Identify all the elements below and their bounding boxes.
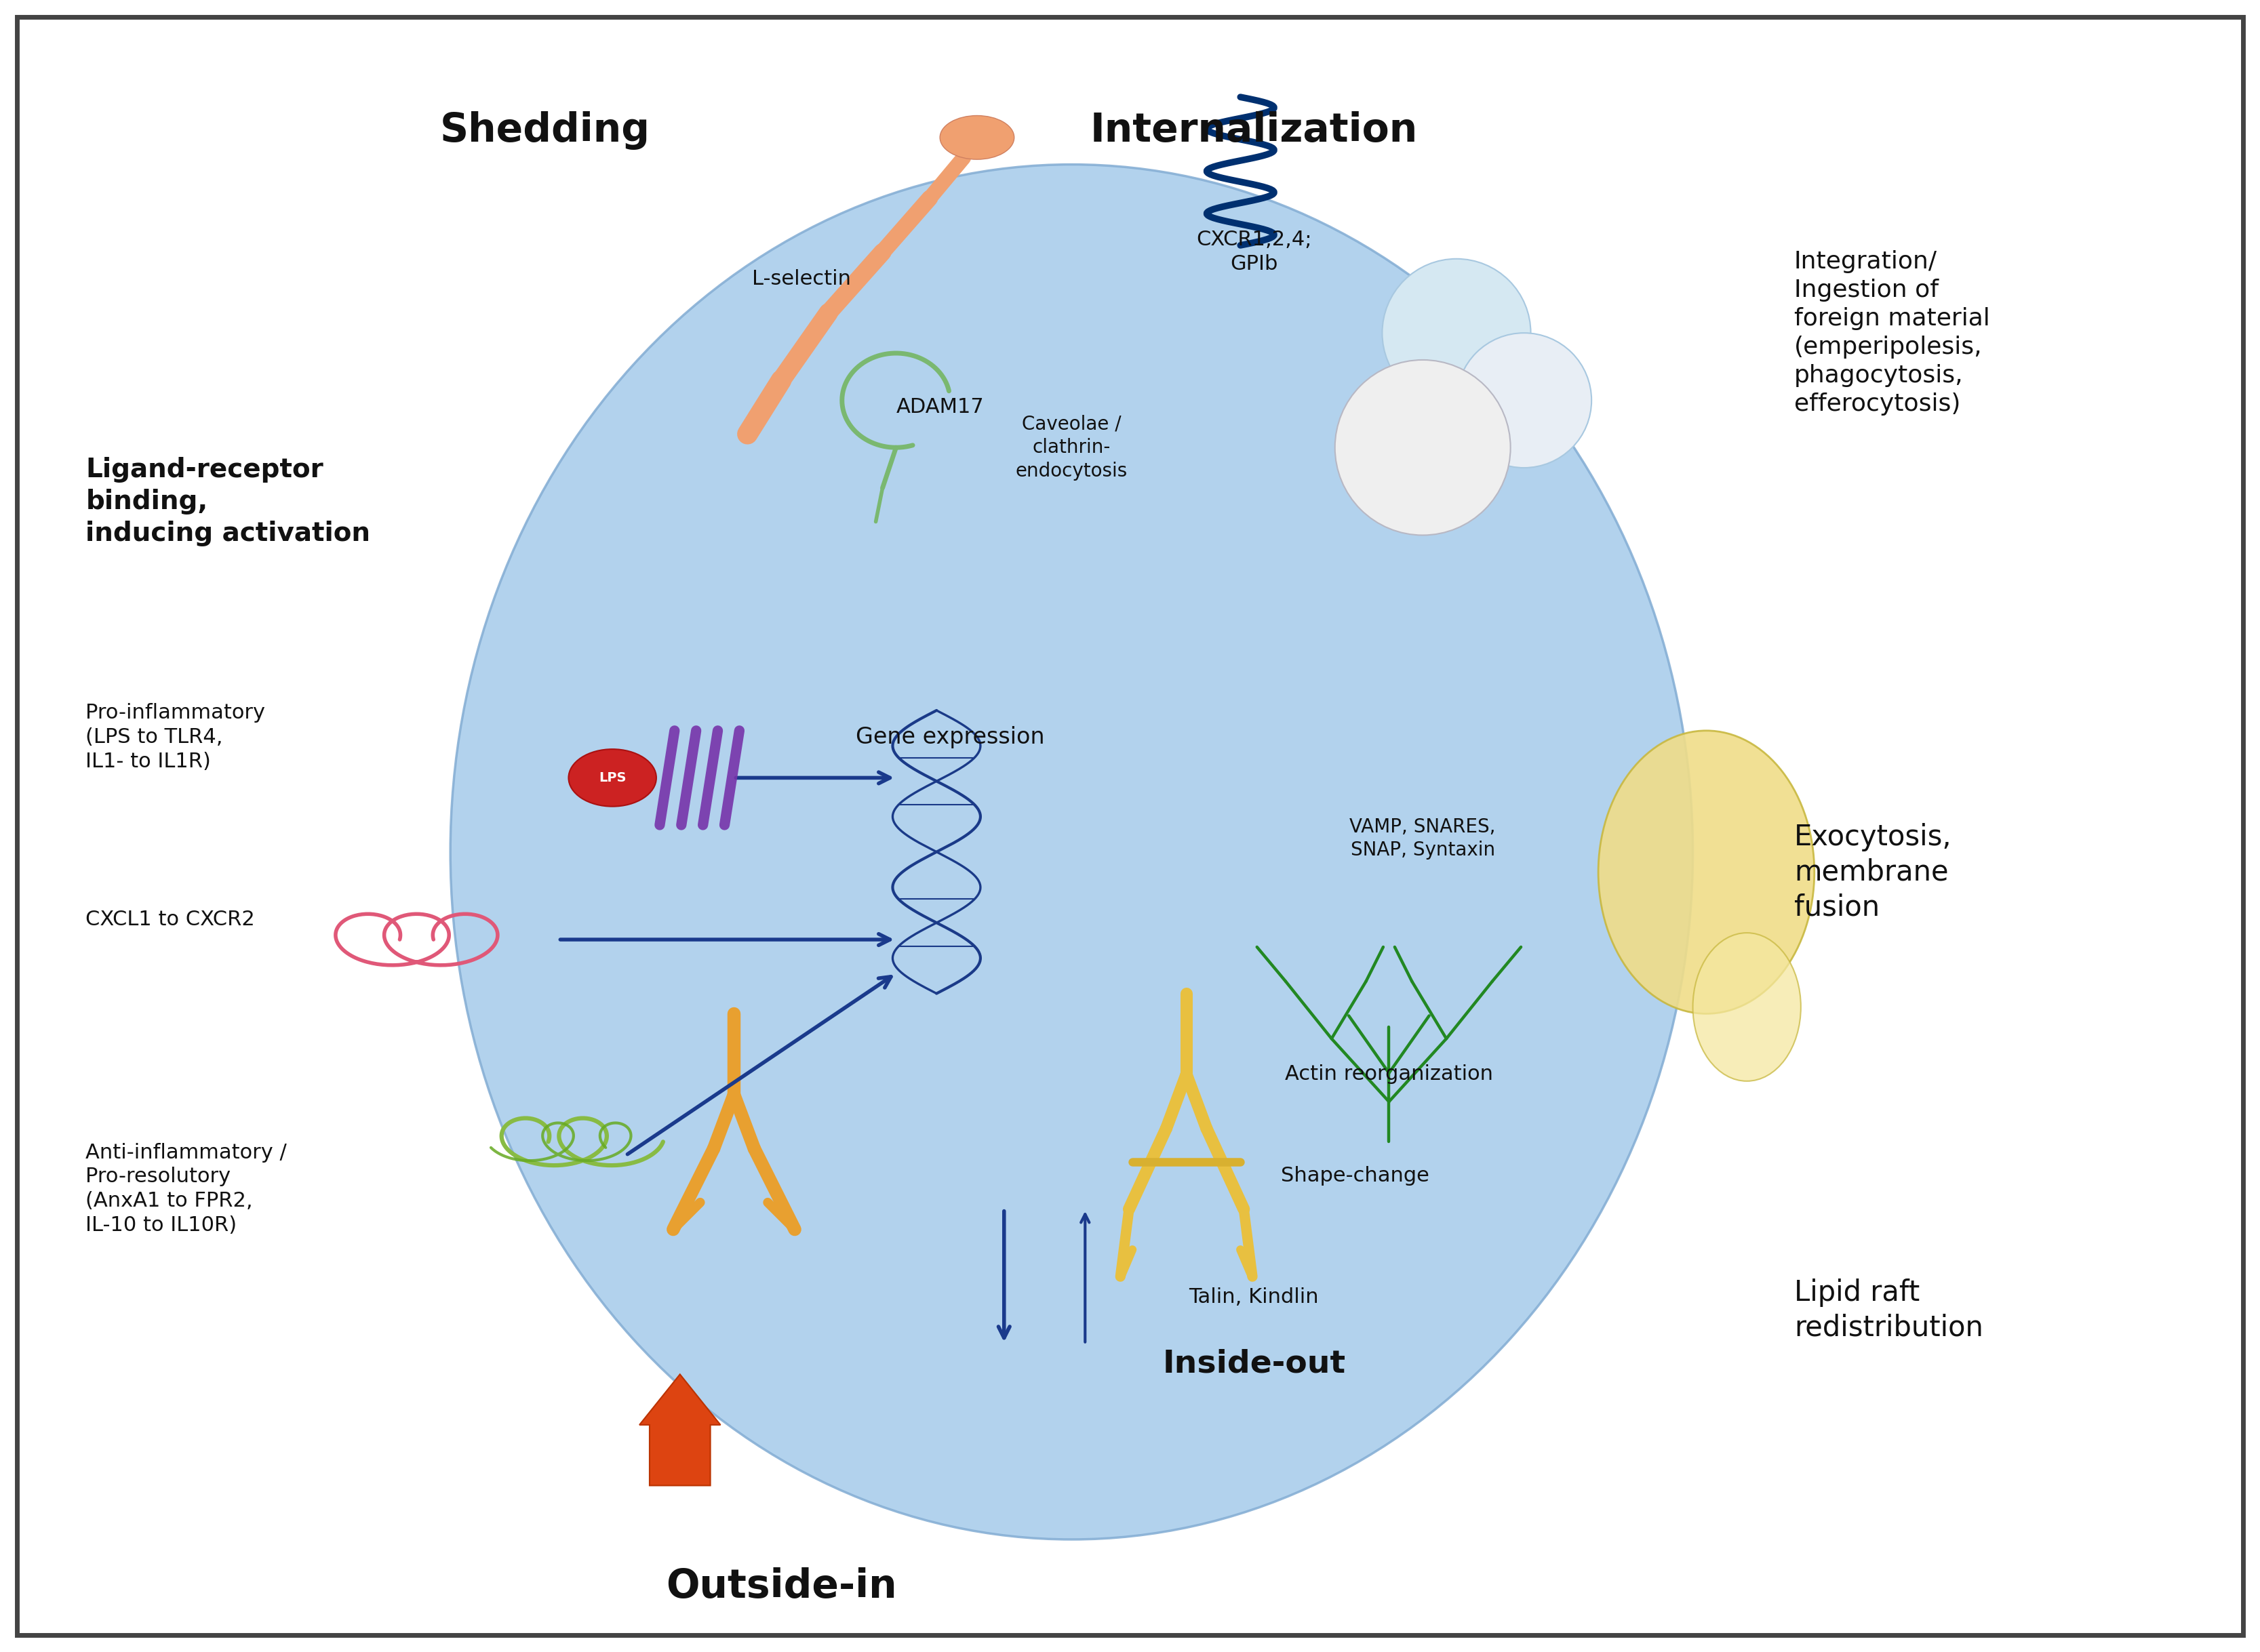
FancyArrow shape bbox=[640, 1374, 721, 1485]
Text: Anti-inflammatory /
Pro-resolutory
(AnxA1 to FPR2,
IL-10 to IL10R): Anti-inflammatory / Pro-resolutory (AnxA… bbox=[86, 1143, 287, 1236]
Text: Actin reorganization: Actin reorganization bbox=[1286, 1064, 1494, 1084]
Text: Caveolae /
clathrin-
endocytosis: Caveolae / clathrin- endocytosis bbox=[1015, 415, 1128, 481]
Ellipse shape bbox=[1598, 730, 1815, 1014]
Text: Shedding: Shedding bbox=[441, 111, 651, 150]
Circle shape bbox=[1336, 360, 1510, 535]
Ellipse shape bbox=[1693, 933, 1801, 1080]
Text: CXCL1 to CXCR2: CXCL1 to CXCR2 bbox=[86, 910, 255, 928]
Text: Inside-out: Inside-out bbox=[1162, 1350, 1345, 1379]
Text: ADAM17: ADAM17 bbox=[895, 396, 983, 416]
Text: Shape-change: Shape-change bbox=[1281, 1166, 1428, 1184]
Text: Exocytosis,
membrane
fusion: Exocytosis, membrane fusion bbox=[1794, 823, 1953, 922]
Text: Ligand-receptor
binding,
inducing activation: Ligand-receptor binding, inducing activa… bbox=[86, 456, 371, 547]
Ellipse shape bbox=[570, 748, 655, 806]
Circle shape bbox=[1455, 334, 1591, 468]
Text: LPS: LPS bbox=[599, 771, 626, 785]
Text: CXCR1,2,4;
GPIb: CXCR1,2,4; GPIb bbox=[1196, 230, 1311, 274]
Text: Integration/
Ingestion of
foreign material
(emperipolesis,
phagocytosis,
efferoc: Integration/ Ingestion of foreign materi… bbox=[1794, 249, 1989, 416]
Text: Lipid raft
redistribution: Lipid raft redistribution bbox=[1794, 1279, 1984, 1341]
Ellipse shape bbox=[940, 116, 1015, 159]
Text: Outside-in: Outside-in bbox=[667, 1568, 897, 1606]
Text: VAMP, SNARES,
SNAP, Syntaxin: VAMP, SNARES, SNAP, Syntaxin bbox=[1349, 818, 1496, 859]
FancyBboxPatch shape bbox=[16, 17, 2244, 1635]
Text: Talin, Kindlin: Talin, Kindlin bbox=[1189, 1287, 1320, 1307]
Text: L-selectin: L-selectin bbox=[753, 269, 852, 289]
Text: Gene expression: Gene expression bbox=[857, 727, 1044, 748]
Ellipse shape bbox=[450, 165, 1693, 1540]
Text: Internalization: Internalization bbox=[1089, 111, 1417, 150]
Circle shape bbox=[1383, 259, 1530, 406]
Text: Pro-inflammatory
(LPS to TLR4,
IL1- to IL1R): Pro-inflammatory (LPS to TLR4, IL1- to I… bbox=[86, 704, 264, 771]
